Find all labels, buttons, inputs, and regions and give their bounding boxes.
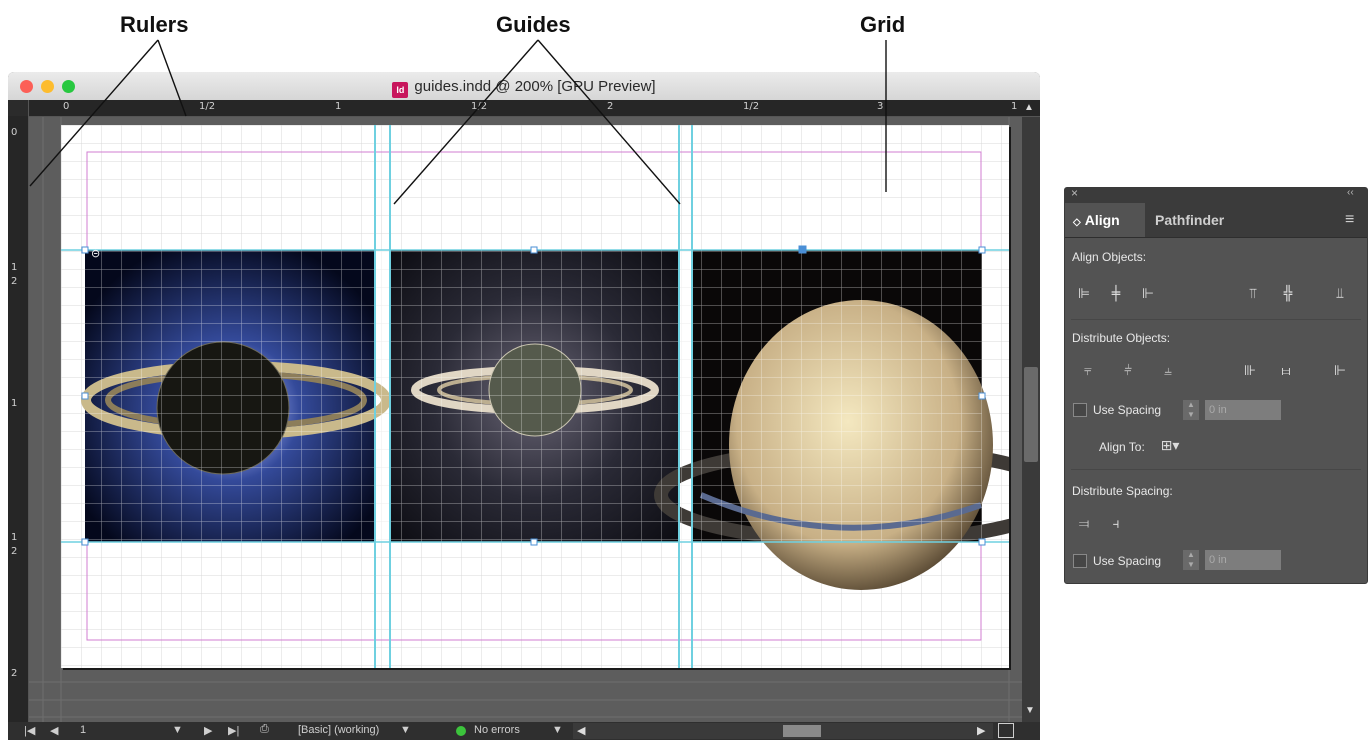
callout-grid: Grid	[860, 12, 906, 37]
tab-align-label: Align	[1084, 212, 1120, 228]
column-guides	[61, 125, 1009, 668]
tab-chevron-icon: ◇	[1073, 217, 1081, 228]
ruler-top-label: 1	[1011, 101, 1018, 112]
window-title: Id guides.indd @ 200% [GPU Preview]	[8, 78, 1040, 98]
style-label[interactable]: [Basic] (working)	[298, 724, 380, 736]
indesign-document-icon: Id	[392, 82, 409, 98]
panel-close-icon[interactable]: ×	[1071, 186, 1079, 200]
page-dropdown-icon[interactable]: ▼	[172, 724, 183, 736]
align-to-selection-icon[interactable]: ⊞▾	[1160, 438, 1180, 454]
use-spacing-checkbox-2[interactable]	[1073, 554, 1087, 568]
split-window-icon[interactable]	[998, 723, 1014, 738]
link-icon: ⊝	[91, 247, 100, 260]
panel-menu-icon[interactable]: ≡	[1345, 211, 1355, 228]
preflight-status-icon	[456, 726, 466, 736]
vertical-ruler[interactable]: 0 1 2 1 1 2 2	[8, 116, 29, 722]
panel-header[interactable]: × ‹‹	[1065, 186, 1367, 203]
preflight-status-text[interactable]: No errors	[474, 724, 520, 736]
ruler-top-label: 0	[63, 101, 70, 112]
status-bar: |◀ ◀ 1 ▼ ▶ ▶| ⎙ [Basic] (working) ▼ No e…	[8, 722, 1040, 740]
previous-page-icon[interactable]: ◀	[50, 725, 59, 737]
page-number-field[interactable]: 1	[80, 724, 87, 736]
ruler-top-label: 1/2	[471, 101, 488, 112]
align-horizontal-centers-icon[interactable]: ╪	[1111, 286, 1121, 302]
document-window: Id guides.indd @ 200% [GPU Preview] 0 1/2…	[8, 72, 1040, 740]
ruler-left-label: 2	[11, 546, 18, 557]
horizontal-scrollbar[interactable]: ◀ ▶	[573, 723, 993, 739]
ruler-top-label: 2	[607, 101, 614, 112]
align-bottom-edges-icon[interactable]: ⫫	[1336, 286, 1344, 302]
panel-collapse-icon[interactable]: ‹‹	[1347, 187, 1354, 198]
align-vertical-centers-icon[interactable]: ╬	[1283, 286, 1293, 302]
panel-divider	[1071, 469, 1361, 470]
spacing-stepper[interactable]: ▲ ▼	[1183, 400, 1199, 420]
spacing-stepper-2[interactable]: ▲ ▼	[1183, 550, 1199, 570]
ruler-origin[interactable]	[8, 100, 29, 117]
distribute-vertical-space-icon[interactable]: ⫤	[1078, 516, 1090, 532]
spacing-input[interactable]: 0 in	[1205, 400, 1281, 420]
ruler-top-label: 1	[335, 101, 342, 112]
panel-tabs: ◇ Align Pathfinder ≡	[1065, 203, 1367, 238]
ruler-left-label: 2	[11, 668, 18, 679]
preflight-profile-icon[interactable]: ⎙	[260, 723, 269, 735]
window-titlebar[interactable]: Id guides.indd @ 200% [GPU Preview]	[8, 72, 1040, 101]
callout-guides: Guides	[496, 12, 571, 37]
use-spacing-label-2: Use Spacing	[1093, 554, 1162, 568]
tab-align[interactable]: ◇ Align	[1065, 203, 1145, 237]
panel-divider	[1071, 319, 1361, 320]
preflight-dropdown-icon[interactable]: ▼	[552, 724, 563, 736]
use-spacing-checkbox[interactable]	[1073, 403, 1087, 417]
ruler-left-label: 1	[11, 398, 18, 409]
vertical-scroll-thumb[interactable]	[1024, 367, 1038, 462]
pasteboard[interactable]: ⊝	[29, 117, 1022, 722]
ruler-top-label: 1/2	[743, 101, 760, 112]
horizontal-scroll-thumb[interactable]	[783, 725, 821, 737]
align-right-edges-icon[interactable]: ⊩	[1141, 286, 1155, 302]
page-canvas: ⊝	[61, 125, 1009, 668]
document-page[interactable]: ⊝	[61, 125, 1009, 668]
ruler-left-label: 1	[11, 262, 18, 273]
distribute-horizontal-space-icon[interactable]: ⫞	[1112, 516, 1120, 532]
ruler-left-label: 2	[11, 276, 18, 287]
style-dropdown-icon[interactable]: ▼	[400, 724, 411, 736]
align-top-edges-icon[interactable]: ⫪	[1249, 286, 1257, 302]
next-page-icon[interactable]: ▶	[204, 725, 213, 737]
distribute-vertical-centers-icon[interactable]: ⫩	[1123, 363, 1133, 379]
align-left-edges-icon[interactable]: ⊫	[1077, 286, 1091, 302]
first-page-icon[interactable]: |◀	[24, 725, 36, 737]
scroll-left-arrow-icon[interactable]: ◀	[577, 725, 586, 737]
ruler-top-label: 1/2	[199, 101, 216, 112]
distribute-horizontal-centers-icon[interactable]: ⧦	[1281, 363, 1291, 379]
distribute-spacing-heading: Distribute Spacing:	[1072, 484, 1173, 498]
window-title-text: guides.indd @ 200% [GPU Preview]	[414, 78, 656, 95]
spacing-input-2[interactable]: 0 in	[1205, 550, 1281, 570]
last-page-icon[interactable]: ▶|	[228, 725, 240, 737]
selection-handles	[81, 245, 986, 546]
scroll-up-arrow-icon[interactable]: ▲	[1024, 102, 1034, 113]
distribute-objects-heading: Distribute Objects:	[1072, 331, 1171, 345]
distribute-top-edges-icon[interactable]: ⫧	[1084, 363, 1092, 379]
scroll-down-arrow-icon[interactable]: ▼	[1025, 705, 1035, 716]
scroll-right-arrow-icon[interactable]: ▶	[977, 725, 986, 737]
distribute-right-edges-icon[interactable]: ⊩	[1333, 363, 1347, 379]
align-objects-heading: Align Objects:	[1072, 250, 1147, 264]
align-to-label: Align To:	[1099, 440, 1145, 454]
vertical-scrollbar[interactable]: ▼	[1022, 117, 1040, 722]
ruler-left-label: 0	[11, 127, 18, 138]
align-panel: × ‹‹ ◇ Align Pathfinder ≡ Align Objects: …	[1064, 186, 1368, 584]
horizontal-ruler[interactable]: 0 1/2 1 1/2 2 1/2 3 1 ▲	[8, 100, 1040, 117]
callout-rulers: Rulers	[120, 12, 189, 37]
ruler-top-label: 3	[877, 101, 884, 112]
distribute-left-edges-icon[interactable]: ⊪	[1243, 363, 1257, 379]
ruler-left-label: 1	[11, 532, 18, 543]
use-spacing-label: Use Spacing	[1093, 403, 1162, 417]
distribute-bottom-edges-icon[interactable]: ⫨	[1164, 363, 1172, 379]
tab-pathfinder[interactable]: Pathfinder	[1155, 212, 1225, 228]
